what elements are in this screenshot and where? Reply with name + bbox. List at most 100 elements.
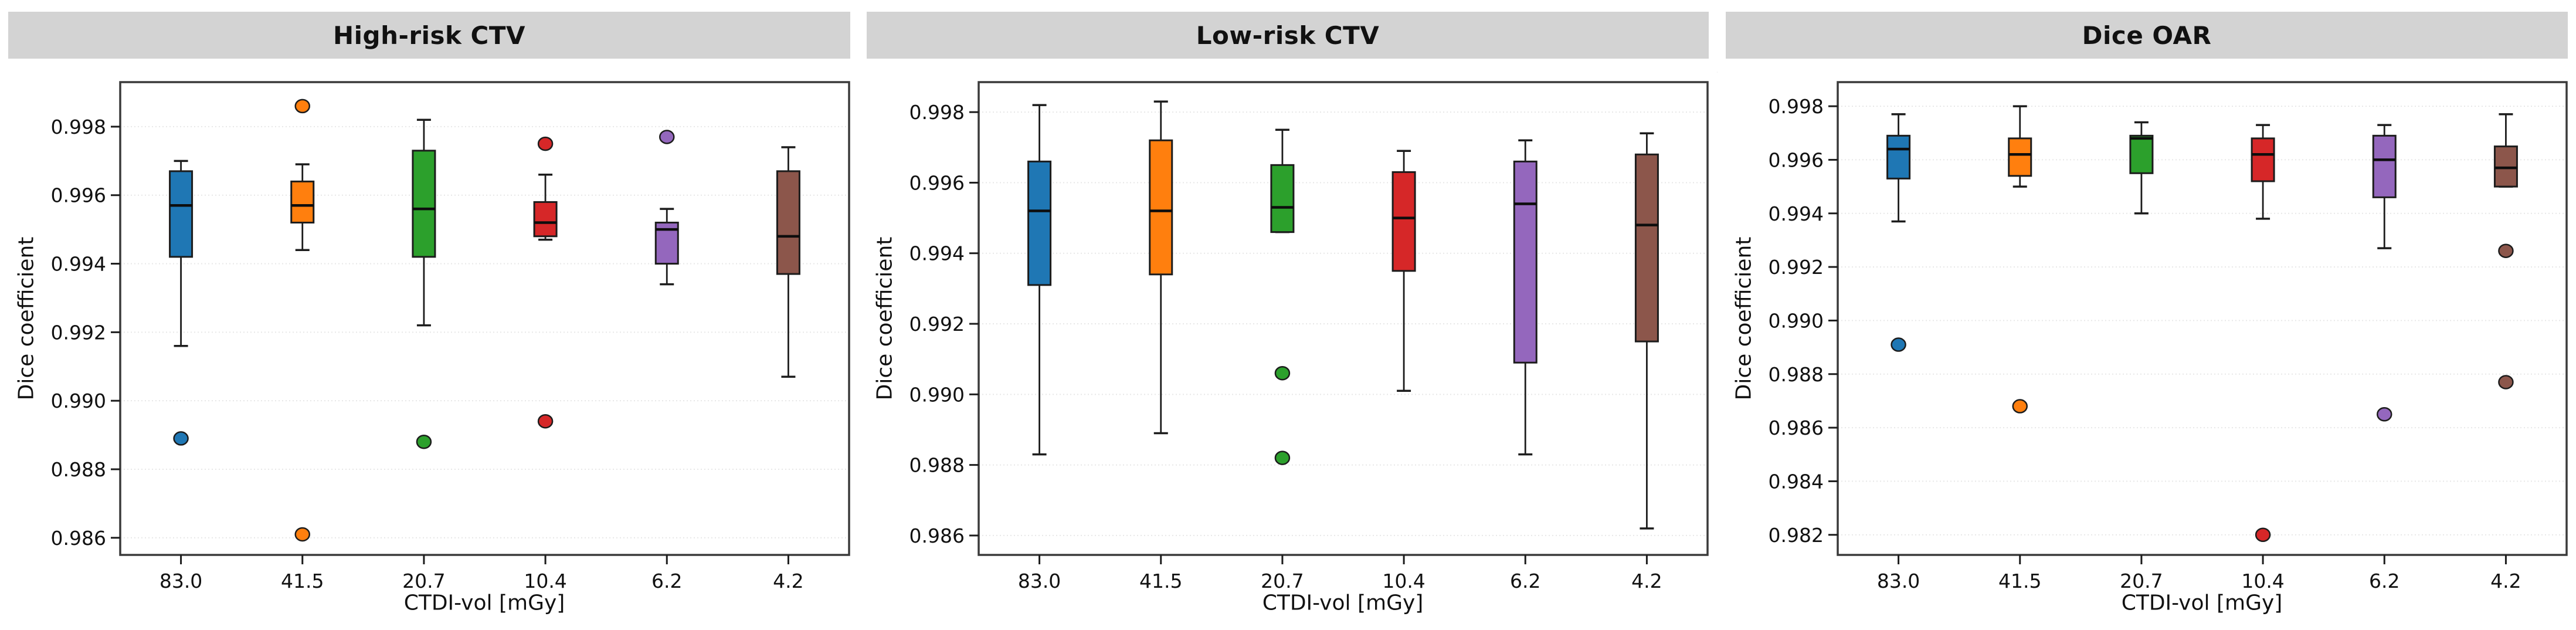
panel-title-strip: High-risk CTV	[8, 12, 850, 59]
x-tick-label: 20.7	[1261, 570, 1304, 592]
panel-high-risk-ctv: 0.998 0.996 0.994 0.992 0.990 0.988 0.986 83.0 4…	[0, 0, 858, 630]
y-tick-label: 0.986	[1769, 416, 1824, 439]
box-rect	[1634, 153, 1659, 343]
box-rect	[2251, 137, 2275, 182]
box-group-83.0	[169, 160, 194, 446]
outlier-point	[2377, 407, 2392, 422]
box-rect	[533, 201, 558, 238]
box-group-41.5	[2008, 105, 2032, 414]
box-rect	[1391, 171, 1416, 272]
outlier-point	[2255, 527, 2271, 543]
y-axis-label: Dice coefficient	[14, 236, 39, 401]
panel-title: Dice OAR	[2082, 21, 2212, 50]
box-rect	[2008, 137, 2032, 177]
box-rect	[169, 170, 194, 258]
x-tick-label: 10.4	[524, 570, 566, 592]
outlier-point	[537, 414, 554, 429]
y-tick-label: 0.992	[909, 313, 965, 336]
box-group-4.2	[1634, 132, 1659, 530]
box-rect	[1149, 139, 1173, 276]
y-tick-label: 0.988	[51, 458, 106, 481]
box-group-10.4	[533, 136, 558, 429]
x-tick-label: 4.2	[1631, 570, 1662, 592]
outlier-point	[1274, 365, 1291, 381]
outlier-point	[537, 136, 554, 151]
y-tick-label: 0.988	[909, 454, 965, 477]
x-tick-label: 10.4	[2241, 570, 2284, 592]
y-tick-label: 0.986	[51, 527, 106, 550]
y-tick-label: 0.990	[909, 383, 965, 406]
box-group-41.5	[290, 99, 315, 542]
box-rect	[1270, 164, 1295, 233]
x-tick-label: 20.7	[402, 570, 445, 592]
box-group-20.7	[412, 118, 436, 449]
x-tick-label: 6.2	[651, 570, 682, 592]
box-group-83.0	[1027, 104, 1052, 456]
x-tick-label: 4.2	[2490, 570, 2521, 592]
outlier-point	[1274, 451, 1291, 465]
y-tick-label: 0.988	[1769, 363, 1824, 386]
panel-title: Low-risk CTV	[1196, 21, 1380, 50]
x-axis-label: CTDI-vol [mGy]	[1262, 591, 1424, 615]
outlier-point	[2012, 399, 2028, 414]
outlier-point	[2498, 375, 2514, 389]
y-tick-label: 0.984	[1769, 470, 1824, 493]
box-group-20.7	[1270, 128, 1295, 465]
y-tick-label: 0.996	[1769, 148, 1824, 171]
box-rect	[1027, 160, 1052, 286]
box-group-4.2	[776, 146, 800, 378]
x-tick-label: 10.4	[1382, 570, 1425, 592]
plot-border	[119, 81, 850, 556]
box-rect	[412, 150, 436, 258]
box-rect	[2493, 145, 2518, 188]
x-axis-label: CTDI-vol [mGy]	[2121, 591, 2283, 615]
box-group-4.2	[2493, 113, 2518, 389]
y-tick-label: 0.994	[1769, 202, 1824, 225]
panel-dice-oar: 0.998 0.996 0.994 0.992 0.990 0.988 0.986 0.984…	[1718, 0, 2576, 630]
box-group-10.4	[2251, 124, 2275, 543]
panel-title: High-risk CTV	[332, 21, 526, 50]
box-rect	[1886, 134, 1911, 179]
box-group-10.4	[1391, 150, 1416, 392]
box-group-20.7	[2129, 121, 2154, 215]
outlier-point	[294, 99, 310, 114]
panel-title-strip: Low-risk CTV	[867, 12, 1709, 59]
y-tick-label: 0.994	[909, 242, 965, 265]
y-axis-label: Dice coefficient	[873, 236, 897, 401]
x-tick-label: 83.0	[1018, 570, 1061, 592]
outlier-point	[2498, 243, 2514, 258]
x-tick-label: 6.2	[2369, 570, 2399, 592]
y-tick-label: 0.990	[1769, 309, 1824, 332]
boxplot-canvas-dice-oar: 0.998 0.996 0.994 0.992 0.990 0.988 0.986 0.984…	[1769, 81, 2568, 592]
plot-border	[978, 81, 1709, 556]
x-tick-label: 83.0	[1877, 570, 1920, 592]
y-tick-label: 0.992	[51, 321, 106, 344]
outlier-point	[416, 435, 432, 449]
box-group-6.2	[1513, 139, 1538, 456]
x-tick-label: 4.2	[773, 570, 803, 592]
outlier-point	[1891, 337, 1906, 352]
x-tick-label: 41.5	[281, 570, 324, 592]
boxplot-canvas-low-risk-ctv: 0.998 0.996 0.994 0.992 0.990 0.988 0.986 83.0 4…	[909, 81, 1709, 592]
x-tick-label: 83.0	[159, 570, 202, 592]
panel-low-risk-ctv: 0.998 0.996 0.994 0.992 0.990 0.988 0.986 83.0 4…	[858, 0, 1717, 630]
x-axis-label: CTDI-vol [mGy]	[403, 591, 565, 615]
plot-border	[1837, 81, 2568, 556]
box-group-6.2	[2372, 124, 2397, 422]
y-tick-label: 0.982	[1769, 524, 1824, 547]
y-tick-label: 0.990	[51, 389, 106, 412]
y-tick-label: 0.998	[51, 116, 106, 138]
outlier-point	[659, 130, 675, 144]
box-group-6.2	[654, 130, 679, 286]
y-tick-label: 0.998	[1769, 95, 1824, 118]
box-rect	[1513, 160, 1538, 364]
outlier-point	[173, 431, 189, 446]
y-tick-label: 0.996	[909, 171, 965, 194]
box-group-41.5	[1149, 100, 1173, 435]
y-tick-label: 0.994	[51, 253, 106, 276]
y-axis-label: Dice coefficient	[1732, 236, 1756, 401]
boxplot-canvas-high-risk-ctv: 0.998 0.996 0.994 0.992 0.990 0.988 0.986 83.0 4…	[51, 81, 850, 592]
box-rect	[776, 170, 800, 275]
box-rect	[2129, 134, 2154, 174]
